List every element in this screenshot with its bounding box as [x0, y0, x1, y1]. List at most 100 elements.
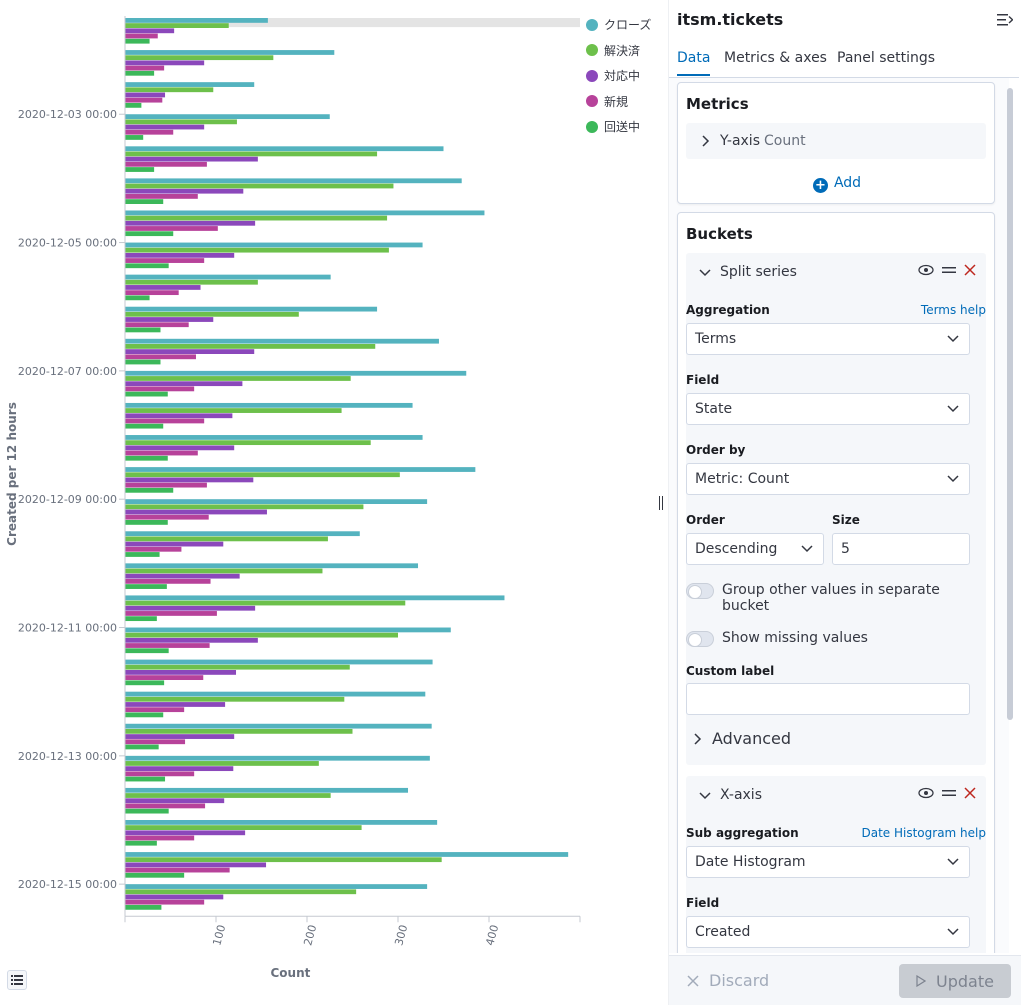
bar [125, 440, 371, 446]
chevron-right-icon[interactable] [698, 134, 712, 148]
field-label: Field [686, 373, 720, 387]
size-input[interactable]: 5 [832, 533, 970, 565]
bar [125, 648, 169, 654]
discard-button[interactable]: Discard [687, 971, 769, 990]
bar [125, 263, 169, 269]
order-by-select[interactable]: Metric: Count [686, 463, 970, 495]
bar [125, 595, 505, 601]
x-tick-label: 100 [210, 923, 228, 947]
bar [125, 728, 353, 734]
bar [125, 65, 165, 71]
legend-item[interactable]: 新規 [586, 89, 651, 115]
y-axis-title: Created per 12 hours [5, 402, 19, 546]
tab-panel-settings[interactable]: Panel settings [837, 50, 936, 66]
group-other-toggle[interactable]: Group other values in separate bucket [686, 582, 970, 614]
bar [125, 455, 168, 461]
bar [125, 183, 394, 189]
show-missing-toggle[interactable]: Show missing values [686, 630, 970, 647]
show-missing-switch[interactable] [686, 631, 714, 647]
bar [125, 215, 388, 221]
bar [125, 670, 237, 675]
bar [125, 87, 214, 93]
y-tick-label: 2020-12-07 00:00 [18, 365, 117, 378]
legend-item[interactable]: 回送中 [586, 114, 651, 140]
toggle-legend-button[interactable] [7, 970, 27, 990]
bar [125, 482, 207, 488]
bar [125, 734, 235, 739]
bar [125, 803, 206, 809]
chevron-down-icon [947, 335, 959, 343]
bar [125, 509, 267, 515]
remove-icon[interactable] [964, 264, 976, 276]
menu-collapse-icon[interactable] [997, 12, 1014, 31]
drag-handle-icon[interactable] [942, 265, 956, 275]
x-tick-label: 300 [392, 923, 410, 947]
legend-swatch [586, 120, 598, 133]
bar [125, 477, 254, 483]
metrics-title: Metrics [686, 95, 749, 113]
bar [125, 546, 182, 552]
bar [125, 156, 258, 162]
bar [125, 311, 299, 317]
chevron-down-icon [947, 475, 959, 483]
sub-aggregation-select[interactable]: Date Histogram [686, 846, 970, 878]
x-field-label: Field [686, 896, 720, 910]
legend-item[interactable]: 解決済 [586, 38, 651, 64]
date-histogram-help-link[interactable]: Date Histogram help [861, 826, 987, 840]
bar [125, 504, 364, 510]
editor-scroll-area[interactable]: Metrics Y-axis Count + Add Buckets Split … [669, 78, 1009, 953]
order-label: Order [686, 513, 725, 527]
bar [125, 402, 413, 408]
bar [125, 135, 144, 140]
tab-metrics-axes[interactable]: Metrics & axes [724, 50, 827, 66]
buckets-card: Buckets Split series Aggregation Terms h… [677, 212, 995, 953]
bar [125, 317, 214, 322]
eye-icon[interactable] [918, 264, 934, 276]
bar [125, 605, 256, 611]
update-button[interactable]: Update [899, 964, 1011, 998]
bar [125, 825, 362, 830]
bar [125, 252, 235, 258]
x-field-select[interactable]: Created [686, 916, 970, 948]
bar [125, 520, 168, 525]
tab-data[interactable]: Data [677, 50, 711, 76]
bar [125, 712, 164, 718]
bar [125, 691, 426, 697]
bar [125, 852, 569, 857]
eye-icon[interactable] [918, 787, 934, 799]
chart-legend: クローズ 解決済 対応中 新規 回送中 [586, 12, 651, 140]
metric-item-y-axis[interactable]: Y-axis Count [686, 123, 986, 159]
panel-resize-handle[interactable] [658, 496, 664, 510]
bar [125, 552, 160, 557]
bar [125, 146, 444, 152]
y-tick-label: 2020-12-13 00:00 [18, 750, 117, 763]
drag-handle-icon[interactable] [942, 788, 956, 798]
legend-item[interactable]: 対応中 [586, 63, 651, 89]
bar [125, 680, 165, 686]
add-metric-label: Add [833, 175, 862, 191]
bar [125, 391, 168, 397]
bar [125, 616, 157, 622]
aggregation-select[interactable]: Terms [686, 323, 970, 355]
field-value: State [695, 401, 733, 417]
field-select[interactable]: State [686, 393, 970, 425]
plus-icon: + [812, 178, 828, 193]
order-select[interactable]: Descending [686, 533, 824, 565]
add-metric-button[interactable]: + Add [678, 175, 996, 193]
panel-scrollbar[interactable] [1007, 88, 1013, 720]
legend-swatch [586, 18, 598, 31]
custom-label-input[interactable] [686, 683, 970, 715]
remove-icon[interactable] [964, 787, 976, 799]
y-tick-label: 2020-12-03 00:00 [18, 108, 117, 121]
chevron-down-icon[interactable] [698, 265, 712, 279]
bar [125, 220, 256, 226]
group-other-switch[interactable] [686, 583, 714, 599]
bar [125, 60, 205, 66]
legend-item[interactable]: クローズ [586, 12, 651, 38]
bar [125, 820, 438, 825]
chevron-down-icon[interactable] [698, 788, 712, 802]
legend-swatch [586, 44, 598, 57]
terms-help-link[interactable]: Terms help [920, 303, 986, 317]
bar [125, 226, 218, 231]
advanced-toggle[interactable]: Advanced [686, 729, 791, 748]
